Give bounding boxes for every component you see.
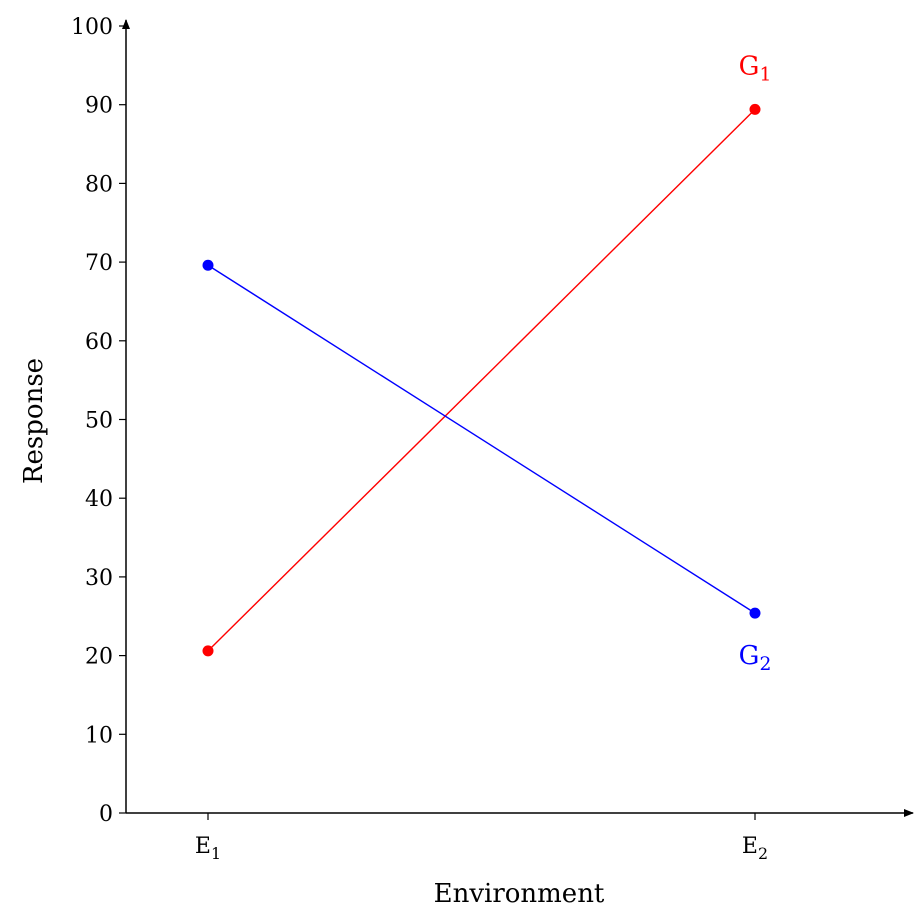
y-axis-ticks: 0 10 20 30 40 50 60 70 80 90 100 xyxy=(71,15,126,827)
series-layer: G1 G2 xyxy=(202,51,772,675)
y-tick-label: 50 xyxy=(85,409,113,434)
y-tick-label: 10 xyxy=(85,723,113,748)
series-label: G1 xyxy=(739,51,772,85)
series-line xyxy=(207,108,756,652)
y-tick-label: 60 xyxy=(85,330,113,355)
data-point xyxy=(202,259,214,271)
series-label: G2 xyxy=(739,641,772,675)
y-axis-title: Response xyxy=(19,358,49,484)
y-tick-label: 0 xyxy=(99,802,113,827)
plot-area: 0 10 20 30 40 50 60 70 80 90 100 E1 E2 G1 G2 xyxy=(71,15,914,863)
x-axis-ticks: E1 E2 xyxy=(195,813,768,863)
y-tick-label: 20 xyxy=(85,645,113,670)
y-tick-label: 30 xyxy=(85,566,113,591)
data-point xyxy=(749,607,761,619)
x-tick-label: E2 xyxy=(742,834,768,863)
x-tick-label: E1 xyxy=(195,834,221,863)
y-tick-label: 90 xyxy=(85,94,113,119)
data-point xyxy=(202,645,214,657)
y-tick-label: 70 xyxy=(85,251,113,276)
series-2: G2 xyxy=(202,259,772,675)
x-axis-title: Environment xyxy=(434,879,605,909)
series-line xyxy=(207,264,756,614)
y-tick-label: 80 xyxy=(85,172,113,197)
data-point xyxy=(749,103,761,115)
y-tick-label: 100 xyxy=(71,15,113,40)
series-1: G1 xyxy=(202,51,772,657)
y-tick-label: 40 xyxy=(85,487,113,512)
